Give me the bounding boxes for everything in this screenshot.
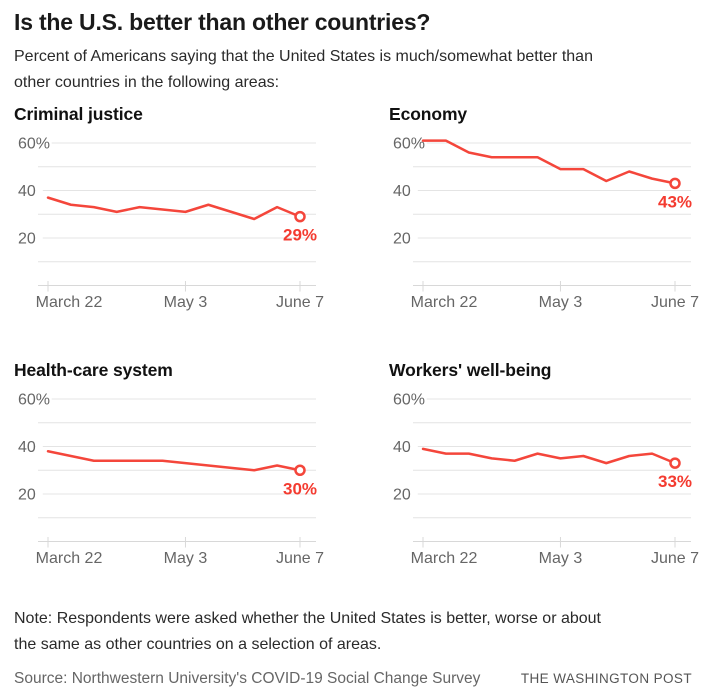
chart-title-health-care: Health-care system bbox=[14, 360, 173, 380]
footnote-line-2: the same as other countries on a selecti… bbox=[14, 636, 382, 653]
chart-title-criminal-justice: Criminal justice bbox=[14, 104, 143, 124]
end-point-marker bbox=[294, 210, 306, 223]
x-axis-label: June 7 bbox=[651, 294, 699, 311]
y-axis-label: 20 bbox=[393, 487, 411, 504]
data-line bbox=[46, 196, 302, 221]
end-value-label: 30% bbox=[283, 479, 317, 498]
y-axis-label: 20 bbox=[18, 487, 36, 504]
end-value-label: 29% bbox=[283, 226, 317, 245]
y-axis-label: 20 bbox=[393, 231, 411, 248]
y-axis-label: 60% bbox=[393, 392, 425, 409]
chart-panel-workers-well-being: Workers' well-being 60% 40 20 March 22 May 3… bbox=[389, 360, 706, 574]
y-axis-label: 60% bbox=[18, 392, 50, 409]
y-axis-label: 20 bbox=[18, 231, 36, 248]
x-axis-label: March 22 bbox=[411, 550, 478, 567]
end-value-label: 43% bbox=[658, 192, 692, 211]
chart-panel-economy: Economy 60% 40 20 March 22 May 3 June 7 43% bbox=[389, 104, 706, 318]
end-point-marker bbox=[669, 457, 681, 469]
x-axis-label: March 22 bbox=[411, 294, 478, 311]
x-axis-label: June 7 bbox=[276, 550, 324, 567]
x-axis-label: May 3 bbox=[164, 294, 208, 311]
x-axis-label: June 7 bbox=[276, 294, 324, 311]
subtitle-line-1: Percent of Americans saying that the Uni… bbox=[14, 48, 593, 65]
data-line bbox=[46, 450, 302, 472]
footnote: Note: Respondents were asked whether the… bbox=[14, 606, 692, 658]
line-chart-criminal-justice: 60% 40 20 March 22 May 3 June 7 29% bbox=[18, 136, 324, 312]
end-value-label: 33% bbox=[658, 472, 692, 491]
y-axis-label: 60% bbox=[18, 136, 50, 153]
end-point-marker bbox=[669, 177, 681, 190]
chart-panel-health-care: Health-care system 60% 40 20 March 22 May 3 J… bbox=[14, 360, 389, 574]
x-axis-label: May 3 bbox=[164, 550, 208, 567]
page-subtitle: Percent of Americans saying that the Uni… bbox=[14, 44, 692, 96]
end-point-marker bbox=[294, 464, 306, 476]
footnote-line-1: Note: Respondents were asked whether the… bbox=[14, 610, 601, 627]
chart-title-workers-well-being: Workers' well-being bbox=[389, 360, 552, 380]
chart-panel-criminal-justice: Criminal justice 60% 40 20 March 22 May 3 Jun… bbox=[14, 104, 389, 318]
chart-title-economy: Economy bbox=[389, 104, 468, 124]
charts-grid: Criminal justice 60% 40 20 March 22 May 3 Jun… bbox=[14, 104, 699, 574]
data-line bbox=[421, 447, 677, 465]
page-title: Is the U.S. better than other countries? bbox=[14, 9, 431, 35]
line-chart-economy: 60% 40 20 March 22 May 3 June 7 43% bbox=[393, 136, 699, 312]
x-axis-label: March 22 bbox=[36, 550, 103, 567]
y-axis-label: 60% bbox=[393, 136, 425, 153]
data-line bbox=[421, 139, 677, 185]
source-row: Source: Northwestern University's COVID-… bbox=[14, 670, 692, 688]
line-chart-workers-well-being: 60% 40 20 March 22 May 3 June 7 33% bbox=[393, 392, 699, 568]
y-axis-label: 40 bbox=[393, 183, 411, 200]
brand-wordmark: THE WASHINGTON POST bbox=[520, 671, 692, 686]
x-axis-label: May 3 bbox=[539, 550, 583, 567]
source-credit: Source: Northwestern University's COVID-… bbox=[14, 670, 481, 687]
x-axis-label: June 7 bbox=[651, 550, 699, 567]
x-axis-label: May 3 bbox=[539, 294, 583, 311]
x-axis-label: March 22 bbox=[36, 294, 103, 311]
y-axis-label: 40 bbox=[18, 439, 36, 456]
y-axis-label: 40 bbox=[18, 183, 36, 200]
y-axis-label: 40 bbox=[393, 439, 411, 456]
line-chart-health-care: 60% 40 20 March 22 May 3 June 7 30% bbox=[18, 392, 324, 568]
subtitle-line-2: other countries in the following areas: bbox=[14, 74, 280, 91]
